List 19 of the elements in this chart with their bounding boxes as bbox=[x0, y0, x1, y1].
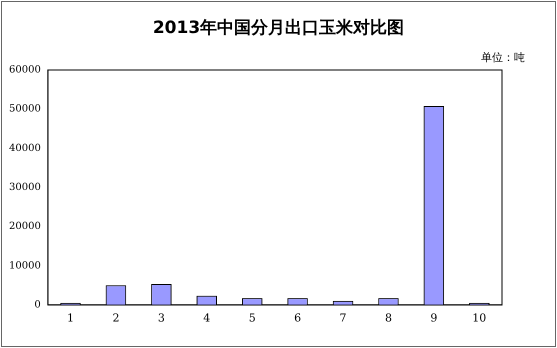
y-tick-label: 30000 bbox=[9, 182, 41, 193]
text: 单位：吨 bbox=[481, 50, 525, 65]
x-tick-label: 7 bbox=[340, 311, 347, 324]
x-tick-label: 5 bbox=[248, 311, 256, 324]
x-tick-label: 6 bbox=[294, 311, 302, 324]
x-tick-label: 4 bbox=[203, 311, 210, 324]
y-tick-label: 10000 bbox=[9, 260, 41, 272]
x-tick-label: 10 bbox=[472, 311, 486, 324]
chart-title: 2013年中国分月出口玉米对比图 bbox=[152, 17, 406, 39]
x-tick-label: 9 bbox=[430, 311, 438, 324]
x-tick-label: 3 bbox=[158, 311, 165, 324]
x-tick-label: 2 bbox=[112, 311, 120, 324]
y-tick-label: 0 bbox=[34, 299, 41, 310]
y-tick-label: 40000 bbox=[9, 142, 41, 154]
y-tick-label: 60000 bbox=[9, 64, 41, 76]
y-tick-label: 20000 bbox=[9, 221, 41, 232]
x-tick-label: 8 bbox=[384, 311, 392, 324]
y-tick-label: 50000 bbox=[9, 104, 41, 115]
x-tick-label: 1 bbox=[67, 311, 74, 324]
